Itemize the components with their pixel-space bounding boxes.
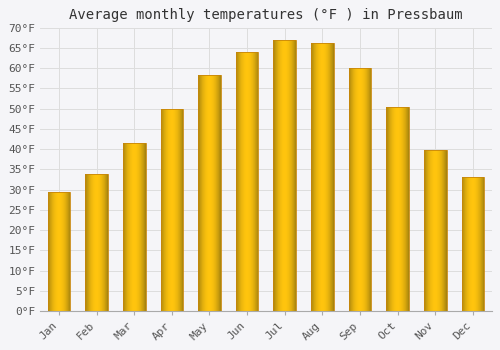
Bar bbox=[462, 177, 484, 311]
Bar bbox=[48, 192, 70, 311]
Bar bbox=[274, 40, 296, 311]
Bar bbox=[160, 109, 183, 311]
Bar bbox=[386, 107, 409, 311]
Bar bbox=[311, 43, 334, 311]
Title: Average monthly temperatures (°F ) in Pressbaum: Average monthly temperatures (°F ) in Pr… bbox=[69, 8, 462, 22]
Bar bbox=[236, 52, 258, 311]
Bar bbox=[424, 150, 446, 311]
Bar bbox=[348, 68, 372, 311]
Bar bbox=[123, 143, 146, 311]
Bar bbox=[198, 75, 221, 311]
Bar bbox=[86, 174, 108, 311]
